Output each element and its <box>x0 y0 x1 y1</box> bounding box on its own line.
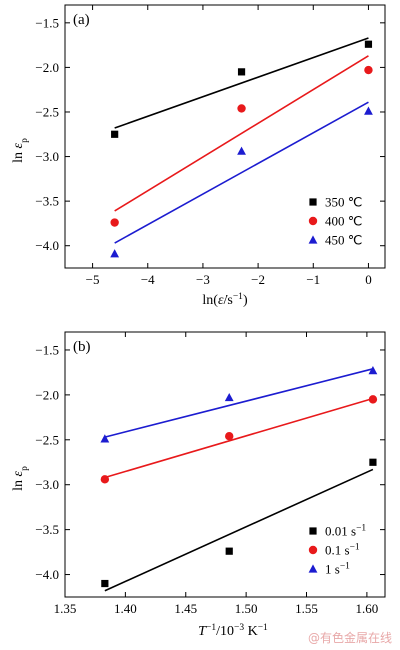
data-point-series-1 <box>101 579 109 588</box>
data-point-series-2 <box>225 432 234 441</box>
x-tick-label: 1.40 <box>114 601 137 616</box>
fit-line-series-1 <box>114 37 369 129</box>
x-tick-label: −2 <box>251 272 265 287</box>
chart-panel-b: 1.35 1.40 1.45 1.50 1.55 1.60 −4.0 −3.5 −3.0 −2.5… <box>11 331 386 639</box>
y-tick-label: −3.0 <box>35 477 59 492</box>
data-point-series-2 <box>100 475 110 484</box>
legend-label-series-2: 0.1 s−1 <box>325 543 360 558</box>
y-tick-label: −2.5 <box>35 432 59 447</box>
legend-marker-series-2 <box>308 545 318 555</box>
x-tick-label: −4 <box>141 272 155 287</box>
data-point-series-2 <box>368 395 378 404</box>
data-point-series-1 <box>369 458 377 466</box>
legend-label-series-3: 1 s−1 <box>325 562 350 577</box>
x-axis-label: T−1/10−3 K−1 <box>198 623 268 639</box>
data-point-series-1 <box>237 68 246 76</box>
y-tick-label: −4.0 <box>35 238 59 253</box>
fit-line-series-1 <box>104 468 374 592</box>
data-point-series-3 <box>237 146 246 155</box>
legend-marker-series-3 <box>308 235 318 244</box>
data-point-series-2 <box>110 218 119 227</box>
data-point-series-2 <box>237 104 246 113</box>
fit-line-series-2 <box>114 55 369 212</box>
data-point-series-3 <box>100 434 110 443</box>
chart-panel-a: −5 −4 −3 −2 −1 0 −4.0 −3.5 −3.0 −2.5 −2.0 −1.5 (a) ln… <box>11 4 386 308</box>
y-tick-label: −3.5 <box>35 522 59 537</box>
y-tick-label: −1.5 <box>35 342 59 357</box>
data-point-series-1 <box>111 130 119 138</box>
data-point-series-1 <box>225 547 233 555</box>
fit-line-series-3 <box>114 101 369 244</box>
legend-label-series-1: 0.01 s−1 <box>325 524 366 539</box>
legend-marker-series-2 <box>308 216 318 226</box>
y-tick-label: −4.0 <box>35 567 59 582</box>
legend-marker-series-3 <box>308 564 318 573</box>
fit-line-series-3 <box>104 368 374 438</box>
legend-label-series-3: 450 ℃ <box>325 233 362 248</box>
data-point-series-3 <box>110 249 120 258</box>
y-tick-label: −3.5 <box>35 194 59 209</box>
x-tick-label: 1.60 <box>356 601 379 616</box>
y-axis-label: ln εp <box>11 466 30 491</box>
x-axis-label: ln(ε̇/s−1) <box>202 292 248 308</box>
data-point-series-3 <box>364 106 373 115</box>
x-tick-label: 1.45 <box>174 601 197 616</box>
legend-label-series-1: 350 ℃ <box>325 195 362 210</box>
panel-label: (b) <box>73 339 91 355</box>
y-tick-label: −2.0 <box>35 387 59 402</box>
panel-label: (a) <box>73 12 90 28</box>
plot-frame <box>64 4 386 269</box>
y-tick-label: −3.0 <box>35 149 59 164</box>
y-axis-label: ln εp <box>11 138 30 163</box>
x-tick-label: 0 <box>365 272 372 287</box>
x-tick-label: −3 <box>196 272 210 287</box>
y-tick-label: −2.5 <box>35 104 59 119</box>
watermark-text: @有色金属在线 <box>307 631 392 645</box>
data-point-series-3 <box>368 366 378 375</box>
y-tick-label: −2.0 <box>35 60 59 75</box>
x-tick-label: 1.55 <box>295 601 318 616</box>
y-tick-label: −1.5 <box>35 15 59 30</box>
data-point-series-1 <box>364 40 373 48</box>
x-tick-label: 1.50 <box>235 601 258 616</box>
x-tick-label: −5 <box>86 272 100 287</box>
legend-label-series-2: 400 ℃ <box>325 214 362 229</box>
legend-marker-series-1 <box>309 198 317 206</box>
legend-marker-series-1 <box>309 527 317 535</box>
x-tick-label: −1 <box>306 272 320 287</box>
data-point-series-2 <box>364 65 373 75</box>
x-tick-label: 1.35 <box>54 601 77 616</box>
plot-frame <box>64 331 386 598</box>
fit-line-series-2 <box>104 397 374 479</box>
data-point-series-3 <box>224 392 234 402</box>
